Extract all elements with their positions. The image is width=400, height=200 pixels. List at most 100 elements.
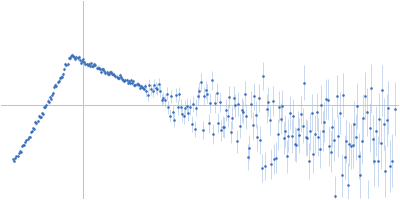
Point [279, 105, 286, 108]
Point [288, 135, 295, 138]
Point [129, 81, 135, 84]
Point [16, 150, 23, 153]
Point [36, 114, 42, 117]
Point [228, 130, 234, 133]
Point [60, 73, 66, 76]
Point [224, 114, 231, 117]
Point [285, 134, 292, 137]
Point [321, 121, 328, 124]
Point [98, 71, 104, 74]
Point [174, 106, 181, 109]
Point [102, 71, 109, 75]
Point [58, 76, 64, 79]
Point [351, 122, 357, 126]
Point [88, 61, 94, 64]
Point [107, 70, 113, 73]
Point [126, 79, 132, 83]
Point [12, 157, 18, 160]
Point [229, 116, 236, 119]
Point [366, 126, 373, 129]
Point [306, 159, 312, 163]
Point [157, 89, 164, 93]
Point [39, 112, 45, 115]
Point [282, 130, 288, 133]
Point [240, 110, 246, 113]
Point [72, 58, 78, 61]
Point [78, 61, 84, 64]
Point [64, 62, 71, 65]
Point [385, 106, 392, 109]
Point [295, 127, 301, 130]
Point [159, 98, 165, 101]
Point [165, 106, 171, 109]
Point [370, 138, 376, 141]
Point [293, 143, 300, 147]
Point [33, 121, 40, 124]
Point [362, 95, 368, 98]
Point [363, 110, 370, 113]
Point [81, 61, 88, 64]
Point [67, 57, 73, 60]
Point [238, 108, 245, 111]
Point [90, 64, 96, 67]
Point [111, 73, 118, 76]
Point [160, 96, 167, 100]
Point [209, 79, 215, 82]
Point [106, 72, 112, 75]
Point [132, 83, 139, 86]
Point [276, 105, 282, 108]
Point [109, 72, 115, 75]
Point [266, 119, 273, 122]
Point [338, 174, 345, 177]
Point [315, 135, 321, 139]
Point [91, 63, 98, 66]
Point [116, 76, 122, 79]
Point [299, 124, 306, 127]
Point [368, 87, 374, 90]
Point [265, 100, 271, 104]
Point [131, 83, 138, 86]
Point [50, 92, 56, 95]
Point [74, 57, 81, 60]
Point [108, 70, 114, 74]
Point [130, 79, 136, 83]
Point [316, 147, 323, 151]
Point [348, 145, 354, 148]
Point [10, 158, 16, 161]
Point [184, 104, 190, 107]
Point [138, 85, 144, 88]
Point [380, 122, 387, 126]
Point [13, 155, 20, 158]
Point [206, 122, 212, 125]
Point [388, 159, 395, 162]
Point [22, 141, 28, 144]
Point [57, 76, 63, 79]
Point [173, 93, 179, 96]
Point [127, 81, 133, 84]
Point [216, 100, 223, 104]
Point [221, 126, 228, 129]
Point [46, 101, 52, 104]
Point [19, 145, 25, 148]
Point [392, 107, 398, 110]
Point [146, 83, 152, 86]
Point [342, 155, 348, 159]
Point [168, 95, 174, 98]
Point [93, 66, 100, 69]
Point [71, 55, 78, 59]
Point [94, 66, 101, 69]
Point [223, 109, 229, 112]
Point [24, 137, 31, 140]
Point [53, 84, 60, 87]
Point [62, 63, 68, 66]
Point [139, 85, 145, 88]
Point [290, 115, 296, 118]
Point [149, 90, 156, 93]
Point [28, 130, 34, 133]
Point [374, 159, 381, 163]
Point [114, 76, 121, 80]
Point [99, 68, 105, 71]
Point [145, 94, 151, 97]
Point [302, 136, 309, 139]
Point [204, 92, 210, 95]
